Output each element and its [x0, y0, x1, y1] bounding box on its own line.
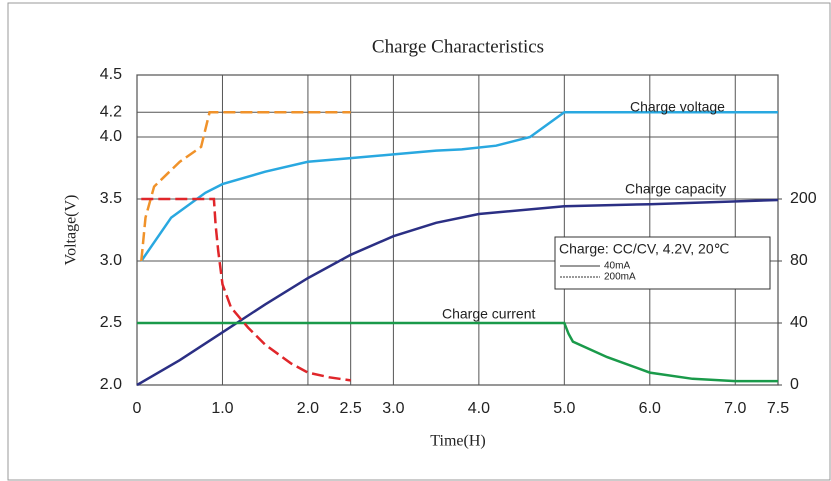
- x-tick-label: 0: [133, 400, 142, 417]
- lines: [136, 110, 779, 387]
- y2-tick-label: 0: [790, 376, 799, 393]
- legend: Charge: CC/CV, 4.2V, 20℃: [554, 236, 771, 290]
- x-tick-label: 3.0: [382, 400, 404, 417]
- y-tick-label: 3.5: [100, 190, 122, 207]
- y-tick-label: 4.2: [100, 103, 122, 120]
- y-tick-label: 3.0: [100, 252, 122, 269]
- x-tick-label: 2.0: [297, 400, 319, 417]
- y-tick-label: 4.5: [100, 66, 122, 83]
- y2-tick-label: 80: [790, 252, 808, 269]
- x-tick-label: 5.0: [553, 400, 575, 417]
- annotation: Charge voltage: [630, 99, 725, 115]
- series-line: [136, 198, 779, 387]
- series-line: [137, 321, 778, 383]
- legend-box: [554, 236, 771, 290]
- x-tick-label: 7.5: [767, 400, 789, 417]
- series-line: [140, 110, 351, 262]
- y-axis-label: Voltage(V): [63, 195, 80, 266]
- series-line: [141, 197, 351, 382]
- x-tick-label: 7.0: [724, 400, 746, 417]
- legend-title: Charge: CC/CV, 4.2V, 20℃: [559, 241, 729, 257]
- x-tick-label: 1.0: [211, 400, 233, 417]
- x-axis-label: Time(H): [430, 433, 485, 450]
- x-tick-label: 2.5: [340, 400, 362, 417]
- y-tick-label: 2.5: [100, 314, 122, 331]
- annotation: Charge current: [442, 306, 535, 322]
- series-line: [140, 110, 778, 262]
- grid: [136, 74, 782, 386]
- y-tick-label: 4.0: [100, 128, 122, 145]
- legend-label: 40mA: [604, 261, 630, 272]
- annotation: Charge capacity: [625, 181, 726, 197]
- y-tick-label: 2.0: [100, 376, 122, 393]
- y2-tick-label: 40: [790, 314, 808, 331]
- x-tick-label: 4.0: [468, 400, 490, 417]
- x-tick-label: 6.0: [639, 400, 661, 417]
- chart-title: Charge Characteristics: [372, 36, 544, 57]
- y2-tick-label: 200: [790, 190, 817, 207]
- legend-label: 200mA: [604, 272, 636, 283]
